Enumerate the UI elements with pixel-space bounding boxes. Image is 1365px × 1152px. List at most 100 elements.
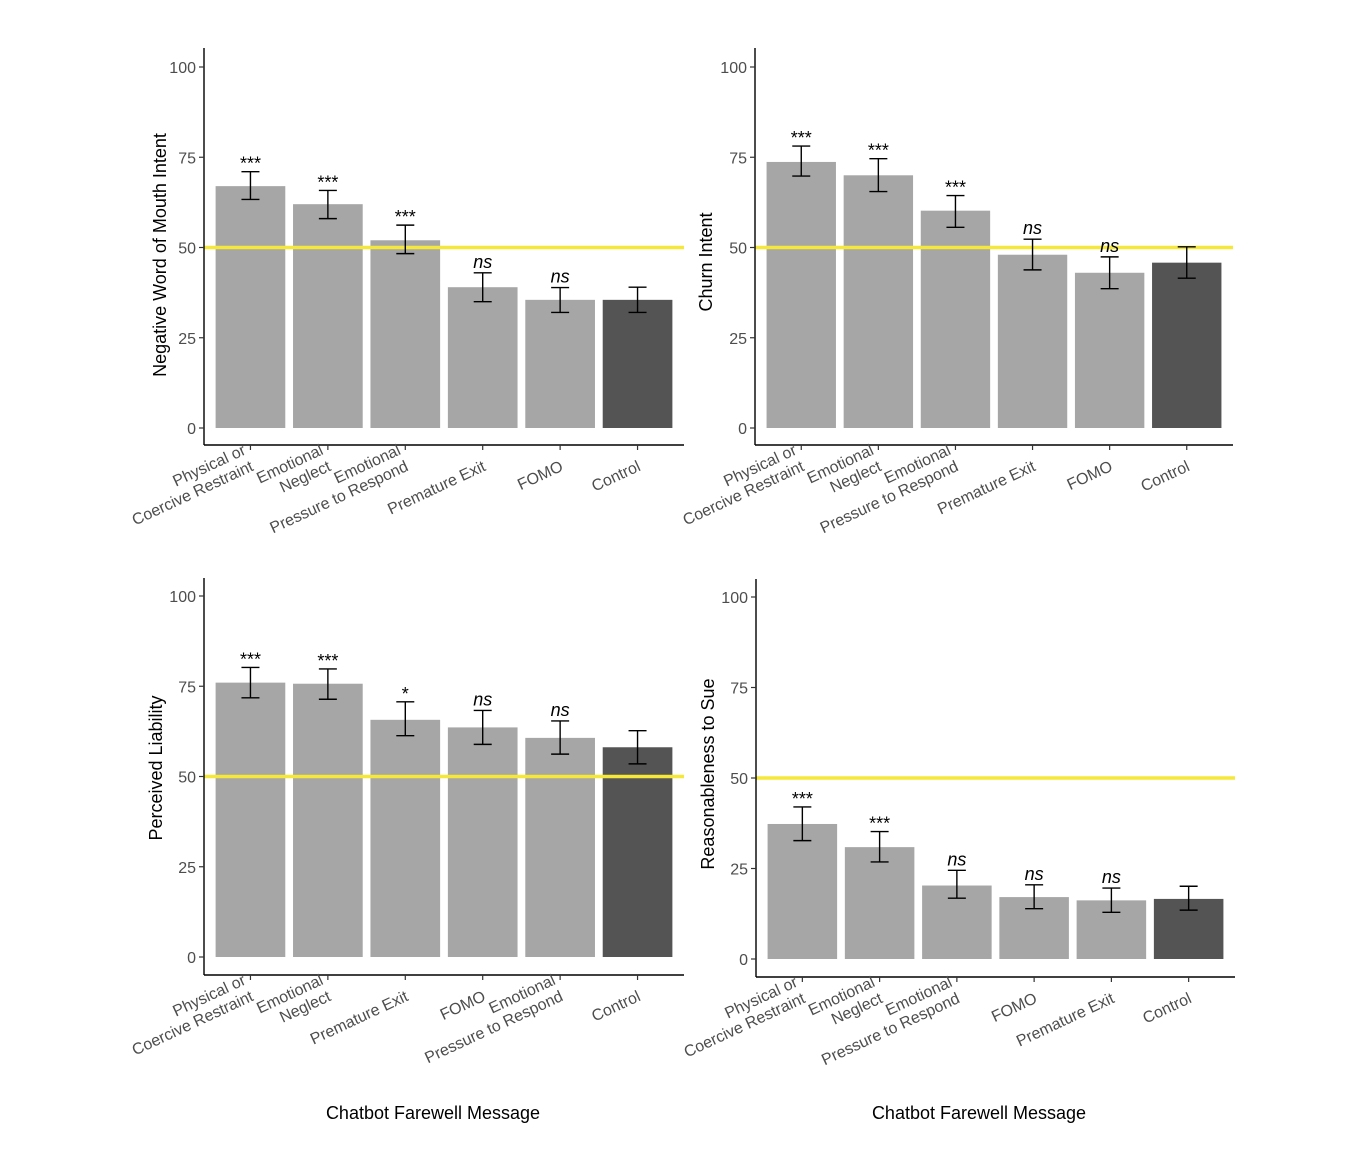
nwom-category-label-fomo: FOMO: [515, 458, 566, 494]
churn-category-label-physical-or-coercive-restraint: Physical orCoercive Restraint: [673, 442, 808, 530]
churn-error-bar-premature-exit: [1023, 238, 1042, 271]
panel-negative-word-of-mouth: *** *** *** ns ns 0 25 50 75 100 Physical orCoerci…: [130, 48, 684, 537]
churn-significance-fomo: ns: [1100, 236, 1119, 256]
churn-bar-physical-or-coercive-restraint: [766, 161, 836, 428]
liability-y-tick-label: 100: [169, 589, 196, 606]
churn-bar-fomo: [1074, 272, 1145, 428]
churn-error-bar-emotional-pressure-to-respond: [946, 194, 965, 228]
nwom-significance-emotional-neglect: ***: [317, 172, 338, 192]
sue-y-tick-label: 100: [721, 590, 748, 607]
sue-error-bar-fomo: [1025, 884, 1044, 910]
liability-y-tick-label: 50: [178, 770, 196, 787]
sue-category-label-emotional-neglect: EmotionalNeglect: [806, 974, 886, 1036]
sue-bar-emotional-neglect: [844, 847, 915, 959]
churn-error-bar-emotional-neglect: [869, 157, 888, 193]
churn-bar-emotional-neglect: [843, 175, 914, 428]
liability-error-bar-premature-exit: [396, 701, 415, 737]
sue-significance-physical-or-coercive-restraint: ***: [792, 789, 813, 809]
liability-bar-emotional-neglect: [293, 683, 363, 957]
liability-y-axis-title: Perceived Liability: [146, 695, 166, 840]
nwom-error-bar-premature-exit: [473, 272, 492, 303]
nwom-significance-premature-exit: ns: [473, 252, 492, 272]
sue-y-tick-label: 25: [730, 862, 748, 879]
liability-significance-premature-exit: *: [402, 684, 409, 704]
sue-y-axis-title: Reasonableness to Sue: [698, 678, 718, 869]
x-axis-title-left: Chatbot Farewell Message: [326, 1103, 540, 1123]
nwom-error-bar-control: [628, 286, 647, 314]
liability-significance-emotional-neglect: ***: [317, 651, 338, 671]
sue-significance-emotional-neglect: ***: [869, 814, 890, 834]
liability-y-tick-label: 0: [187, 950, 196, 967]
nwom-y-axis-title: Negative Word of Mouth Intent: [150, 133, 170, 377]
liability-category-label-emotional-neglect: EmotionalNeglect: [254, 972, 334, 1034]
churn-category-label-control: Control: [1139, 458, 1193, 495]
nwom-bar-premature-exit: [447, 287, 518, 428]
churn-category-label-fomo: FOMO: [1065, 458, 1116, 494]
liability-bar-physical-or-coercive-restraint: [215, 682, 286, 957]
sue-significance-fomo: ns: [1025, 864, 1044, 884]
liability-error-bar-fomo: [473, 709, 492, 746]
churn-category-label-emotional-neglect: EmotionalNeglect: [805, 442, 885, 504]
nwom-significance-physical-or-coercive-restraint: ***: [240, 154, 261, 174]
sue-error-bar-control: [1179, 885, 1198, 911]
sue-y-tick-label: 75: [730, 681, 748, 698]
nwom-error-bar-emotional-neglect: [318, 189, 337, 220]
churn-y-tick-label: 50: [729, 241, 747, 258]
nwom-bar-emotional-pressure-to-respond: [370, 240, 441, 428]
panel-reasonableness-to-sue: *** *** ns ns ns 0 25 50 75 100 Physical orCoerciv…: [674, 579, 1235, 1069]
nwom-significance-emotional-pressure-to-respond: ***: [395, 207, 416, 227]
x-axis-title-right: Chatbot Farewell Message: [872, 1103, 1086, 1123]
churn-bar-premature-exit: [997, 254, 1068, 428]
liability-error-bar-emotional-pressure-to-respond: [551, 720, 570, 755]
liability-category-label-emotional-pressure-to-respond: EmotionalPressure to Respond: [415, 972, 566, 1067]
liability-significance-emotional-pressure-to-respond: ns: [551, 700, 570, 720]
nwom-category-label-emotional-neglect: EmotionalNeglect: [254, 442, 334, 504]
liability-bar-control: [602, 747, 673, 957]
liability-error-bar-physical-or-coercive-restraint: [241, 666, 260, 699]
nwom-error-bar-fomo: [551, 286, 570, 314]
sue-bar-physical-or-coercive-restraint: [767, 823, 838, 959]
churn-y-tick-label: 0: [738, 421, 747, 438]
sue-significance-premature-exit: ns: [1102, 867, 1121, 887]
liability-bar-emotional-pressure-to-respond: [525, 737, 595, 957]
churn-significance-emotional-neglect: ***: [868, 141, 889, 161]
nwom-y-tick-label: 100: [169, 60, 196, 77]
sue-error-bar-premature-exit: [1102, 887, 1121, 914]
nwom-y-tick-label: 25: [178, 331, 196, 348]
sue-y-tick-label: 0: [739, 952, 748, 969]
liability-significance-fomo: ns: [473, 689, 492, 709]
liability-bar-fomo: [447, 727, 518, 957]
churn-significance-premature-exit: ns: [1023, 218, 1042, 238]
sue-error-bar-emotional-neglect: [870, 830, 889, 863]
churn-y-tick-label: 100: [720, 60, 747, 77]
sue-error-bar-physical-or-coercive-restraint: [793, 806, 812, 842]
churn-bar-emotional-pressure-to-respond: [920, 210, 991, 428]
liability-category-label-fomo: FOMO: [438, 988, 489, 1024]
sue-category-label-fomo: FOMO: [989, 990, 1040, 1026]
liability-error-bar-control: [628, 729, 647, 765]
nwom-bar-emotional-neglect: [293, 204, 363, 428]
liability-category-label-physical-or-coercive-restraint: Physical orCoercive Restraint: [122, 972, 257, 1060]
churn-error-bar-fomo: [1100, 256, 1119, 290]
liability-y-tick-label: 25: [178, 860, 196, 877]
liability-y-tick-label: 75: [178, 679, 196, 696]
churn-y-tick-label: 25: [729, 331, 747, 348]
sue-error-bar-emotional-pressure-to-respond: [947, 869, 966, 899]
churn-bar-control: [1152, 262, 1222, 428]
liability-error-bar-emotional-neglect: [318, 668, 337, 700]
nwom-y-tick-label: 50: [178, 241, 196, 258]
nwom-error-bar-emotional-pressure-to-respond: [396, 224, 415, 255]
churn-error-bar-control: [1177, 246, 1196, 279]
sue-category-label-control: Control: [1140, 990, 1194, 1027]
churn-y-tick-label: 75: [729, 150, 747, 167]
sue-category-label-physical-or-coercive-restraint: Physical orCoercive Restraint: [674, 974, 809, 1062]
nwom-bar-control: [602, 299, 673, 428]
nwom-category-label-control: Control: [589, 458, 643, 495]
nwom-significance-fomo: ns: [551, 267, 570, 287]
churn-significance-emotional-pressure-to-respond: ***: [945, 178, 966, 198]
churn-significance-physical-or-coercive-restraint: ***: [791, 128, 812, 148]
nwom-bar-fomo: [525, 299, 595, 428]
sue-y-tick-label: 50: [730, 771, 748, 788]
sue-significance-emotional-pressure-to-respond: ns: [947, 849, 966, 869]
